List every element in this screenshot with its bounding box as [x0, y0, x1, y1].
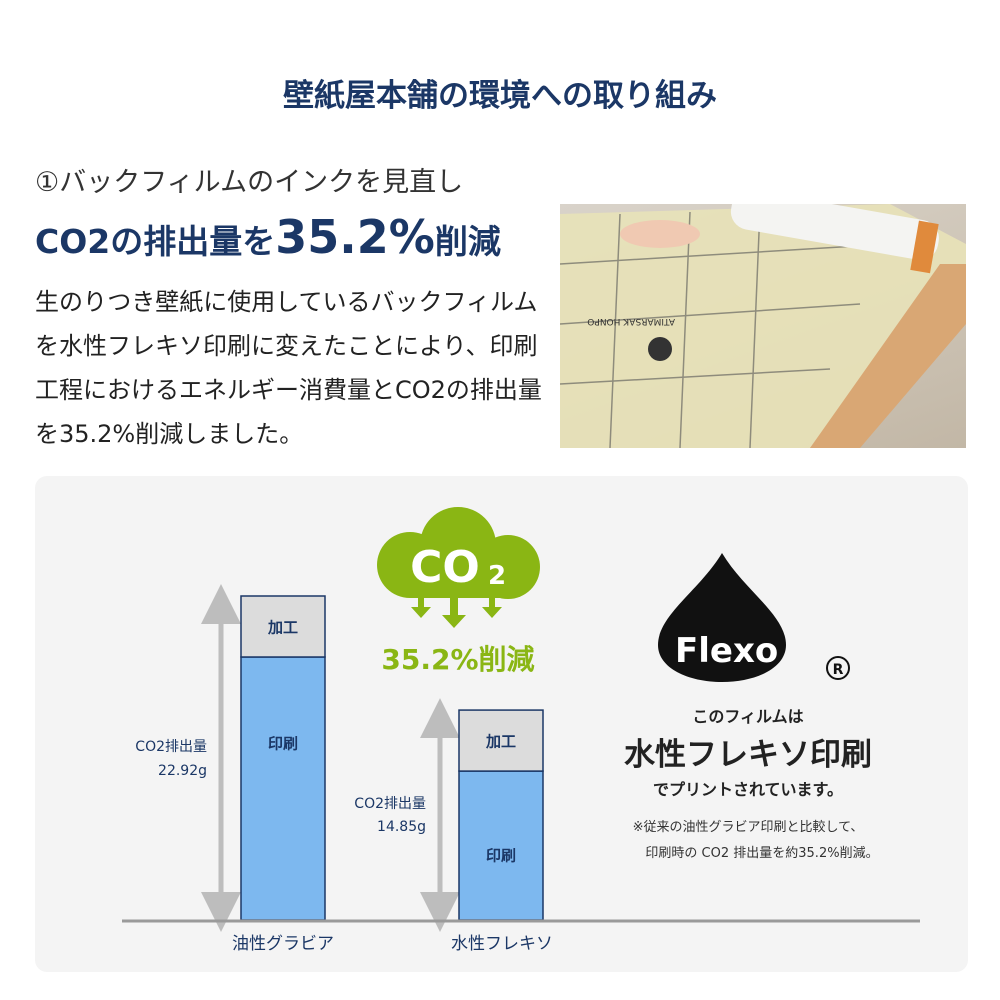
reduction-label: 35.2%削減 — [381, 643, 534, 676]
product-photo: ATIMARSAK HONPO — [560, 204, 966, 448]
flexo-note1: ※従来の油性グラビア印刷と比較して、 — [632, 820, 864, 835]
ink-drop-icon — [658, 553, 786, 682]
flexo-line2: 水性フレキソ印刷 — [624, 737, 872, 773]
registered-icon — [826, 656, 850, 680]
flexo-line1: このフィルムは — [692, 707, 804, 726]
co2-cloud-icon — [377, 507, 540, 628]
section-subtitle: ①バックフィルムのインクを見直し — [35, 167, 464, 198]
segment-label-print-0: 印刷 — [268, 735, 298, 753]
value-label-0: 22.92g — [158, 763, 207, 779]
bar-segment-print-0 — [240, 656, 326, 921]
value-label-1: 14.85g — [377, 819, 426, 835]
category-label-0: 油性グラビア — [232, 934, 334, 954]
page-title: 壁紙屋本舗の環境への取り組み — [283, 78, 717, 114]
segment-label-process-1: 加工 — [485, 733, 516, 751]
value-name-1: CO2排出量 — [354, 796, 426, 812]
headline-post: 削減 — [434, 222, 501, 261]
flexo-logo: Flexo — [675, 631, 778, 671]
bar-segment-process-1 — [458, 709, 544, 772]
value-name-0: CO2排出量 — [135, 739, 207, 755]
svg-text:R: R — [833, 662, 844, 678]
bar-segment-print-1 — [458, 770, 544, 921]
section-body: 生のりつき壁紙に使用しているバックフィルムを水性フレキソ印刷に変えたことにより、… — [35, 288, 542, 448]
cloud-co-text: CO — [410, 542, 480, 593]
headline-value: 35.2% — [275, 210, 435, 264]
bar-segment-process-0 — [240, 595, 326, 658]
category-label-1: 水性フレキソ — [451, 934, 553, 954]
flexo-line3: でプリントされています。 — [653, 780, 843, 799]
headline-pre: CO2の排出量を — [35, 222, 276, 261]
segment-label-print-1: 印刷 — [486, 847, 516, 865]
flexo-note2: 印刷時の CO2 排出量を約35.2%削減。 — [645, 846, 879, 861]
section-headline: CO2の排出量を35.2%削減 — [35, 210, 501, 264]
segment-label-process-0: 加工 — [267, 619, 298, 637]
cloud-subscript: 2 — [488, 561, 506, 591]
photo-label: ATIMARSAK HONPO — [587, 316, 675, 326]
